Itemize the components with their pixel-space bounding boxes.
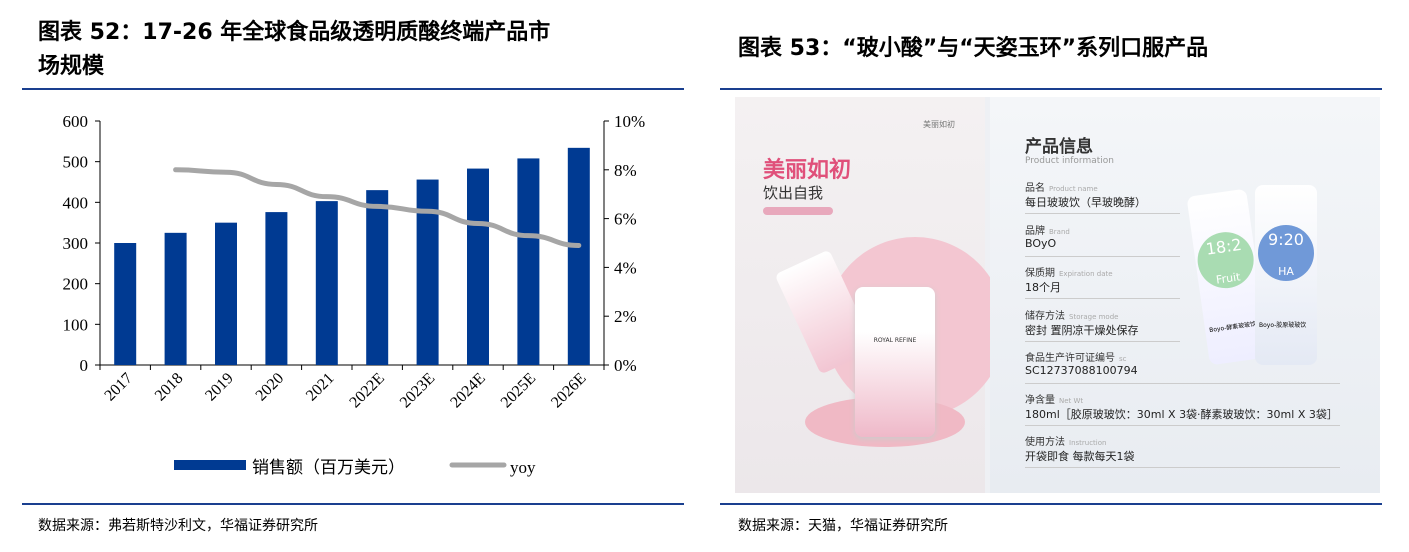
- info-divider: [1025, 383, 1340, 384]
- chart-title: 图表 52：17-26 年全球食品级透明质酸终端产品市场规模: [38, 16, 550, 84]
- bar: [467, 169, 489, 365]
- y2-tick-label: 2%: [614, 307, 637, 326]
- x-tick-label: 2020: [253, 370, 288, 405]
- info-heading-en: Product information: [1025, 156, 1114, 166]
- x-tick-label: 2021: [303, 370, 338, 405]
- info-divider: [1025, 425, 1340, 426]
- pouch-time: 9:20: [1268, 230, 1304, 249]
- y-tick-label: 0: [80, 356, 89, 375]
- legend-bar-label: 销售额（百万美元）: [252, 458, 405, 477]
- bar: [215, 223, 237, 365]
- x-tick-label: 2026E: [548, 370, 590, 412]
- info-divider: [1025, 341, 1180, 342]
- y-tick-label: 400: [63, 193, 89, 212]
- pouch-time: 18:2: [1205, 235, 1243, 259]
- bar: [517, 158, 539, 365]
- market-size-chart: 0 100 200 300 400 500 600 0% 2% 4% 6% 8% 10% 2017 2018…: [22, 95, 684, 495]
- info-heading: 产品信息: [1025, 132, 1093, 157]
- info-label: 保质期Expiration date: [1025, 264, 1113, 279]
- bar: [568, 148, 590, 365]
- pouch-front: ROYAL REFINE: [855, 287, 935, 437]
- y2-tick-label: 8%: [614, 161, 637, 180]
- y2-tick-label: 0%: [614, 356, 637, 375]
- pouch-word: HA: [1278, 265, 1294, 278]
- y2-tick-label: 4%: [614, 258, 637, 277]
- right-source: 数据来源：天猫，华福证券研究所: [738, 515, 948, 535]
- pouch-name: Boyo-酵素玻玻饮: [1209, 319, 1257, 334]
- promo-image: 美丽如初 美丽如初 饮出自我 ROYAL REFINE: [735, 97, 985, 493]
- headline: 美丽如初: [763, 152, 851, 184]
- info-divider: [1025, 256, 1180, 257]
- product-photo: 美丽如初 美丽如初 饮出自我 ROYAL REFINE 产品信息 Product…: [735, 97, 1380, 493]
- info-label: 食品生产许可证编号sc: [1025, 349, 1127, 364]
- info-label: 使用方法Instruction: [1025, 433, 1106, 448]
- legend-line-label: yoy: [510, 458, 536, 477]
- bar: [417, 180, 439, 365]
- info-divider: [1025, 298, 1180, 299]
- title-rule-right: [720, 88, 1382, 90]
- info-label: 品名Product name: [1025, 179, 1098, 194]
- x-tick-label: 2023E: [397, 370, 439, 412]
- title-rule: [22, 88, 684, 90]
- pouch-name: Boyo-胶原玻玻饮: [1259, 320, 1306, 329]
- pouch-word: Fruit: [1215, 270, 1241, 286]
- source-rule-right: [720, 503, 1382, 505]
- y2-tick-label: 6%: [614, 210, 637, 229]
- y2-tick-label: 10%: [614, 112, 645, 131]
- y-tick-label: 500: [63, 153, 89, 172]
- bar: [366, 190, 388, 365]
- pink-bar: [763, 207, 833, 215]
- info-card: 产品信息 Product information 品名Product name …: [990, 97, 1380, 493]
- info-value: BOyO: [1025, 237, 1056, 250]
- x-tick-label: 2022E: [346, 370, 388, 412]
- bar: [265, 212, 287, 365]
- info-label: 储存方法Storage mode: [1025, 307, 1118, 322]
- info-value: 180ml［胶原玻玻饮：30ml X 3袋·酵素玻玻饮：30ml X 3袋］: [1025, 406, 1338, 422]
- y-tick-label: 600: [63, 112, 89, 131]
- info-divider: [1025, 213, 1180, 214]
- x-tick-label: 2018: [152, 370, 187, 405]
- y-tick-label: 100: [63, 315, 89, 334]
- y-tick-label: 300: [63, 234, 89, 253]
- info-label: 品牌Brand: [1025, 222, 1070, 237]
- legend-bar-swatch: [174, 460, 246, 470]
- info-label: 净含量Net Wt: [1025, 391, 1083, 406]
- x-tick-label: 2017: [101, 370, 136, 405]
- info-value: 密封 置阴凉干燥处保存: [1025, 322, 1139, 338]
- info-value: 开袋即食 每款每天1袋: [1025, 448, 1135, 464]
- x-tick-label: 2024E: [447, 370, 489, 412]
- info-value: SC12737088100794: [1025, 364, 1138, 377]
- pouch-label: ROYAL REFINE: [855, 337, 935, 344]
- pouch-collagen: 9:20 HA Boyo-胶原玻玻饮: [1255, 185, 1317, 365]
- bar: [114, 243, 136, 365]
- x-tick-label: 2019: [202, 370, 237, 405]
- info-value: 每日玻玻饮（早玻晚酵）: [1025, 194, 1146, 210]
- subheadline: 饮出自我: [763, 182, 823, 203]
- bar: [316, 201, 338, 365]
- bar: [165, 233, 187, 365]
- info-divider: [1025, 467, 1340, 468]
- source-rule: [22, 503, 684, 505]
- x-tick-label: 2025E: [498, 370, 540, 412]
- brand-mark: 美丽如初: [923, 119, 955, 130]
- y-tick-label: 200: [63, 275, 89, 294]
- figure-title: 图表 53：“玻小酸”与“天姿玉环”系列口服产品: [738, 32, 1208, 66]
- left-source: 数据来源：弗若斯特沙利文，华福证券研究所: [38, 515, 318, 535]
- info-value: 18个月: [1025, 279, 1061, 295]
